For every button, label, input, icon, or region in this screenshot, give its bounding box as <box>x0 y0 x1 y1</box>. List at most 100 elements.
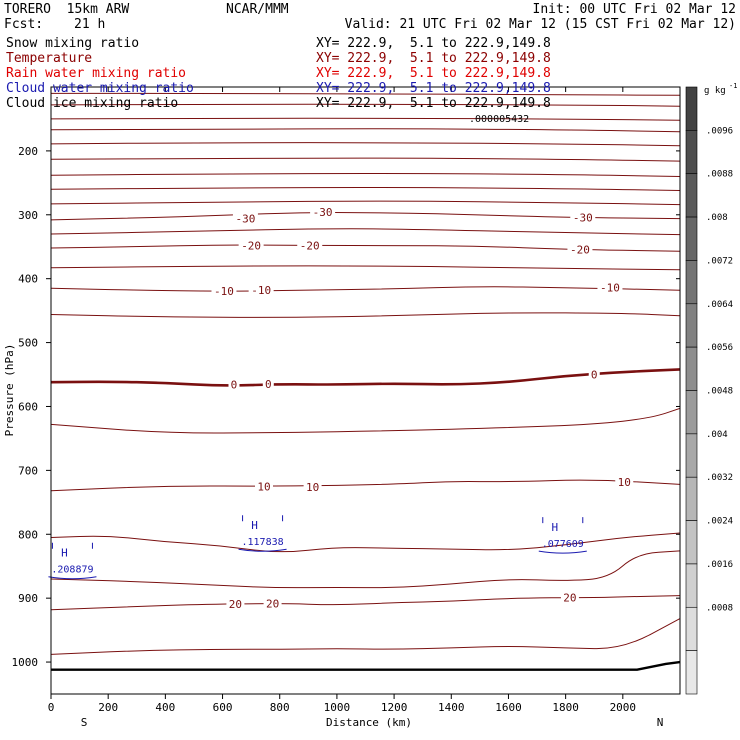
temperature-contour-label: -30 <box>573 211 593 224</box>
temperature-contour-label: -30 <box>235 213 255 226</box>
contour-label-bg <box>297 239 323 252</box>
temperature-contour-minus15 <box>51 265 680 271</box>
y-tick-label: 600 <box>18 400 38 413</box>
temperature-contour-label: 20 <box>266 597 279 610</box>
colorbar-label: .0008 <box>706 603 733 613</box>
colorbar-swatch <box>685 216 698 261</box>
colorbar-swatch <box>685 390 698 435</box>
colorbar-label: .0056 <box>706 343 733 353</box>
temperature-contour-20 <box>51 595 680 611</box>
x-tick-label: 800 <box>270 701 290 714</box>
contour-label-bg <box>262 378 274 391</box>
x-tick-label: 2000 <box>610 701 637 714</box>
temperature-contour-minus25 <box>51 228 680 236</box>
temperature-contour-10 <box>51 532 680 553</box>
init-time: Init: 00 UTC Fri 02 Mar 12 <box>532 2 737 17</box>
colorbar-swatch <box>685 433 698 478</box>
temperature-contour-minus44 <box>51 173 680 177</box>
cloud-water-contour-tick <box>242 515 284 522</box>
x-tick-label: 1200 <box>381 701 408 714</box>
x-axis-title: Distance (km) <box>326 716 412 729</box>
field-name-temperature: Temperature <box>6 51 93 66</box>
contour-label-bg <box>560 591 579 604</box>
temperature-contour-label: 20 <box>563 592 576 605</box>
temperature-contour-minus48 <box>51 157 680 162</box>
contour-label-bg <box>248 284 274 297</box>
temperature-contour-label: 20 <box>229 598 242 611</box>
cloud-water-contour-tick <box>51 542 93 549</box>
colorbar-label: .0064 <box>706 300 733 310</box>
field-xy-cloud-water: XY= 222.9, 5.1 to 222.9,149.8 <box>316 81 551 96</box>
x-tick-label: 600 <box>213 701 233 714</box>
temperature-contour-label: -10 <box>251 284 271 297</box>
axes-layer: 0 200 400 600 800 1000 1200 1400 1600 1800 2000200… <box>12 87 680 714</box>
cloud-water-max-symbol: H <box>551 521 558 534</box>
contour-label-bg <box>226 597 245 610</box>
colorbar-swatch <box>685 563 698 608</box>
x-tick-label: 1000 <box>324 701 351 714</box>
temperature-contour-label: -20 <box>241 239 261 252</box>
overlay-layer: -30 -30 -30 -20 -20 -20 -10 -10 -10 0 0 0 10 10 10 20 20… <box>48 206 634 611</box>
colorbar-swatch <box>685 650 698 695</box>
contour-label-bg <box>567 243 593 256</box>
valid-time: Valid: 21 UTC Fri 02 Mar 12 (15 CST Fri … <box>344 17 736 32</box>
y-axis-title: Pressure (hPa) <box>3 344 16 437</box>
temperature-contour-5 <box>51 479 680 492</box>
north-endpoint-label: N <box>657 716 664 729</box>
cloud-water-max-value: .208879 <box>51 565 93 576</box>
colorbar-label: .0072 <box>706 256 733 266</box>
plot-frame <box>50 86 681 695</box>
temperature-contour-minus20 <box>51 244 680 252</box>
colorbar-label: .0032 <box>706 473 733 483</box>
y-tick-label: 400 <box>18 273 38 286</box>
y-tick-label: 300 <box>18 209 38 222</box>
terrain-line <box>51 660 680 671</box>
field-name-snow: Snow mixing ratio <box>6 36 140 51</box>
temperature-contour-label: -30 <box>313 206 333 219</box>
temperature-contour-label: 0 <box>231 379 238 392</box>
forecast-hour: 21 h <box>74 17 106 32</box>
temperature-contour-15 <box>51 550 680 589</box>
y-tick-label: 1000 <box>12 656 39 669</box>
colorbar-swatch <box>685 130 698 175</box>
contour-label-bg <box>238 239 264 252</box>
x-tick-label: 1400 <box>438 701 465 714</box>
temperature-contour-label: -10 <box>214 285 234 298</box>
y-tick-label: 200 <box>18 145 38 158</box>
field-xy-rain: XY= 222.9, 5.1 to 222.9,149.8 <box>316 66 551 81</box>
temperature-contour-0 <box>51 368 680 387</box>
colorbar-swatch <box>685 520 698 565</box>
field-xy-cloud-ice: XY= 222.9, 5.1 to 222.9,149.8 <box>316 96 551 111</box>
cloud-water-max-symbol: H <box>61 547 68 560</box>
temperature-contour-minus40 <box>51 187 680 191</box>
temperature-contour-minus54 <box>51 128 680 133</box>
temperature-contour-label: 0 <box>591 369 598 382</box>
temperature-contour-minus10 <box>51 286 680 292</box>
y-tick-label: 800 <box>18 528 38 541</box>
colorbar-label: .0024 <box>706 517 733 527</box>
temperature-contour-label: -20 <box>300 239 320 252</box>
model-name: TORERO 15km ARW <box>4 2 130 17</box>
colorbar-label: .008 <box>706 213 728 223</box>
x-tick-label: 0 <box>48 701 55 714</box>
cloud-water-max-value: .117838 <box>241 537 283 548</box>
colorbar-unit-exponent: -1 <box>729 82 737 90</box>
field-xy-snow: XY= 222.9, 5.1 to 222.9,149.8 <box>316 36 551 51</box>
temperature-contour-minus52 <box>51 142 680 147</box>
temperature-contour-minus35 <box>51 200 680 206</box>
temperature-contour-5 <box>51 407 680 434</box>
colorbar-swatch <box>685 303 698 348</box>
y-tick-label: 700 <box>18 464 38 477</box>
forecast-label: Fcst: <box>4 17 44 32</box>
temperature-contour-label: -20 <box>570 243 590 256</box>
colorbar-swatch <box>685 606 698 651</box>
contour-label-bg <box>232 212 258 225</box>
cloud-ice-max-value: .000005432 <box>469 114 529 125</box>
cloud-water-max-value: .077609 <box>542 539 584 550</box>
contour-label-bg <box>263 597 282 610</box>
field-name-rain: Rain water mixing ratio <box>6 66 187 81</box>
temperature-contour-label: 10 <box>306 481 319 494</box>
temperature-contour-minus60 <box>51 92 680 96</box>
colorbar-swatch <box>685 476 698 521</box>
